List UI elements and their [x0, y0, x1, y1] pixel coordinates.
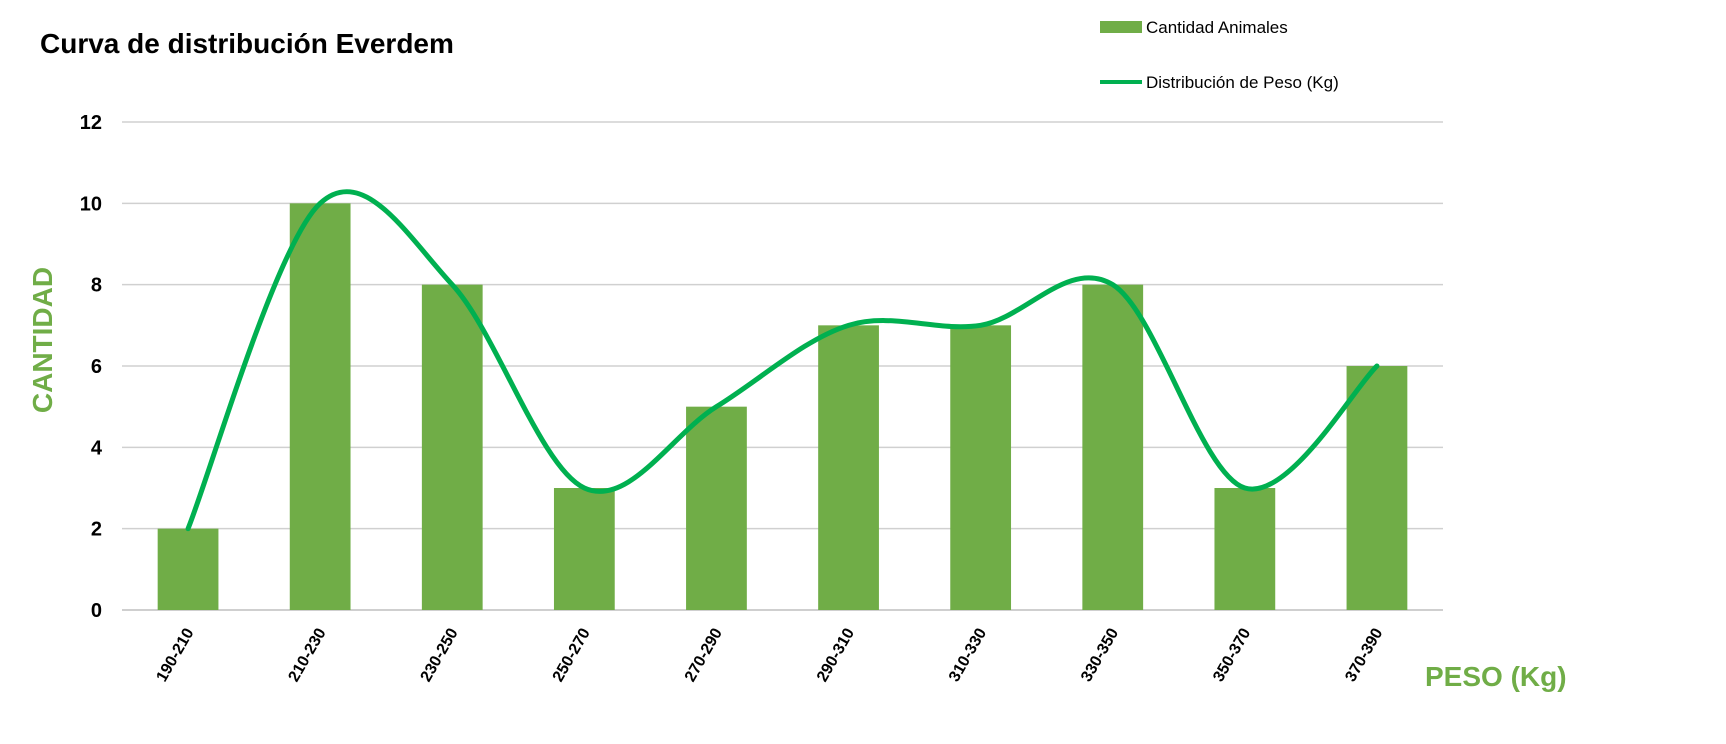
bar	[421, 284, 483, 610]
bar	[157, 528, 219, 610]
x-tick-label: 190-210	[153, 625, 197, 684]
x-tick-label: 250-270	[550, 625, 594, 684]
bar	[686, 406, 747, 610]
y-tick-label: 4	[91, 437, 103, 459]
x-axis-label: PESO (Kg)	[1425, 661, 1567, 692]
bar-series	[157, 203, 1408, 611]
legend-bar-label: Cantidad Animales	[1146, 18, 1288, 37]
y-axis-ticks: 0 2 4 6 8 10 12	[80, 112, 103, 622]
distribution-line	[185, 189, 1380, 532]
x-tick-label: 310-330	[946, 625, 990, 684]
y-tick-label: 0	[91, 600, 102, 622]
y-tick-label: 12	[80, 112, 102, 134]
legend-bar-swatch	[1100, 21, 1142, 33]
bar	[553, 488, 615, 610]
x-tick-label: 290-310	[814, 625, 858, 684]
chart-title: Curva de distribución Everdem	[40, 28, 454, 59]
x-tick-label: 350-370	[1210, 625, 1254, 684]
bar	[1346, 366, 1408, 610]
x-tick-label: 230-250	[418, 625, 462, 684]
bar	[289, 203, 351, 611]
legend: Cantidad Animales Distribución de Peso (…	[1100, 18, 1339, 92]
bar	[1214, 488, 1276, 610]
x-tick-label: 330-350	[1078, 625, 1122, 684]
bar	[950, 325, 1012, 610]
bar	[1082, 284, 1144, 610]
y-axis-label: CANTIDAD	[27, 267, 58, 413]
y-tick-label: 6	[91, 356, 102, 378]
x-tick-label: 210-230	[286, 625, 330, 684]
x-tick-label: 370-390	[1342, 625, 1386, 684]
line-series	[185, 189, 1380, 532]
bar	[818, 325, 879, 610]
legend-line-label: Distribución de Peso (Kg)	[1146, 73, 1339, 92]
y-tick-label: 10	[80, 193, 102, 215]
x-axis-ticks: 190-210 210-230 230-250 250-270 270-290 290-3…	[153, 625, 1386, 684]
y-tick-label: 8	[91, 275, 102, 297]
x-tick-label: 270-290	[682, 625, 726, 684]
y-tick-label: 2	[91, 519, 102, 541]
